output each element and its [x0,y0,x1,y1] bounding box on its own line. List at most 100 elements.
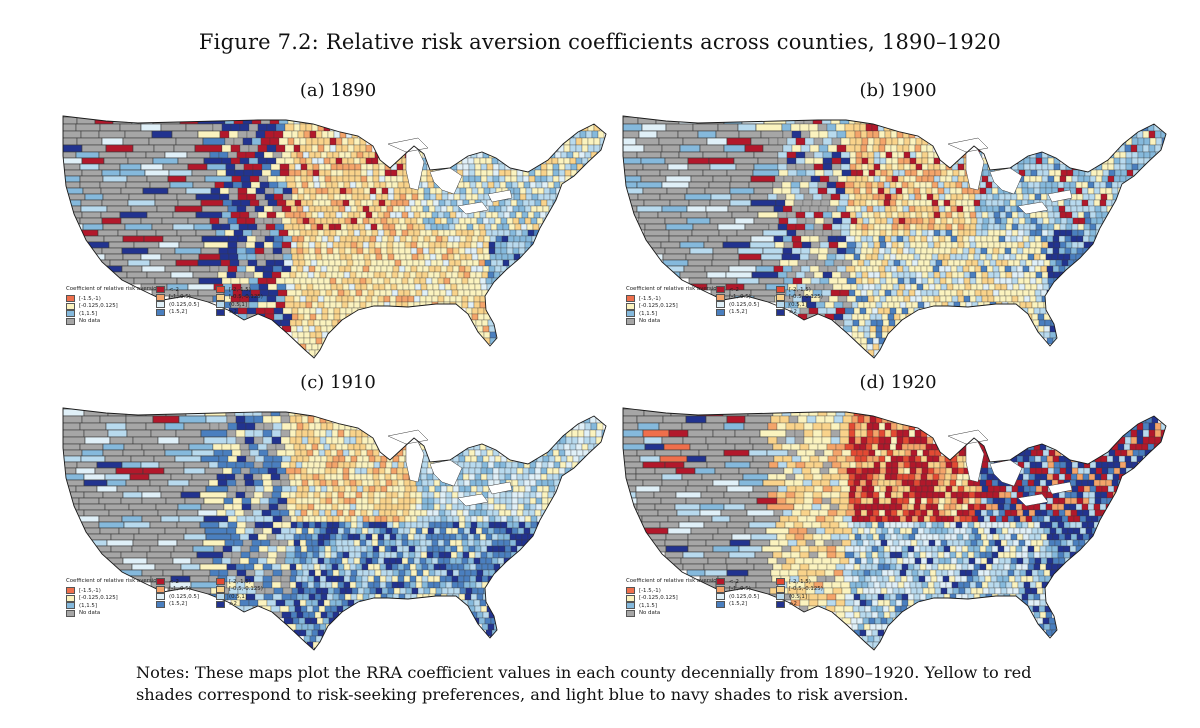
county-cell [879,241,887,249]
county-cell [307,429,315,438]
county-cell [487,503,495,511]
county-cell [827,130,838,139]
county-cell [934,169,942,177]
county-cell [315,313,323,321]
county-cell [286,289,297,297]
county-cell [457,271,465,279]
county-cell [398,265,406,273]
county-cell [343,491,351,499]
county-cell [1034,289,1042,297]
county-cell [1119,163,1127,171]
county-cell [315,193,323,201]
county-cell [360,199,368,207]
county-cell [296,521,304,529]
county-cell [75,467,96,475]
county-cell [428,205,436,213]
county-cell [359,557,367,565]
county-cell [785,193,796,201]
county-cells [623,116,1166,358]
county-cell [297,193,305,201]
county-cell [218,265,229,273]
county-cell [1047,229,1055,237]
county-cell [262,563,273,571]
county-cell [440,241,448,249]
county-cell [448,259,456,267]
county-cell [174,247,202,255]
county-cell [453,253,461,261]
county-cell [664,247,691,255]
county-cell [126,271,148,279]
county-cell [469,461,477,469]
county-cell [221,144,232,153]
county-cell [709,217,736,225]
county-cell [410,521,418,529]
county-cell [405,235,413,243]
county-cell [272,485,283,493]
county-cell [308,325,316,333]
county-cell [344,569,352,577]
county-cell [879,157,887,165]
county-cell [940,169,948,177]
county-cell [1017,277,1025,285]
county-cell [165,408,187,417]
county-cell [516,551,524,559]
county-cell [749,241,776,249]
county-cell [925,181,933,189]
county-cell [1040,265,1048,273]
county-cell [380,521,388,529]
county-cell [558,467,566,475]
county-cell [398,485,406,493]
county-cell [284,301,295,309]
county-cell [1089,229,1097,237]
county-cell [122,557,148,565]
county-cell [637,217,666,225]
county-cell [143,235,164,243]
county-cell [290,217,298,225]
county-cell [938,193,946,201]
county-cell [484,223,492,231]
county-cell [176,193,197,201]
county-cell [397,491,405,499]
county-cell [438,551,446,559]
county-cell [309,193,317,201]
county-cell [523,503,531,511]
county-cell [257,123,268,132]
county-cell [378,545,386,553]
county-cell [873,223,881,231]
county-cell [1123,181,1131,189]
county-cell [845,235,856,243]
county-cell [268,497,279,505]
county-cell [372,199,380,207]
county-cell [230,157,241,165]
county-cell [511,479,519,487]
county-cell [860,247,868,255]
county-cell [368,485,376,493]
county-cell [109,277,135,285]
county-cell [321,193,329,201]
county-cell [334,223,342,231]
county-cell [498,473,506,481]
county-cell [818,130,829,139]
county-cell [283,259,294,267]
county-cell [989,259,997,267]
county-cell [922,217,930,225]
county-cell [973,253,981,261]
county-cell [231,175,242,183]
county-cell [381,193,389,201]
county-cell [952,169,960,177]
county-cell [300,473,308,481]
county-cell [271,527,282,535]
county-cell [281,422,292,431]
county-cell [1003,253,1011,261]
county-cell [504,545,512,553]
county-cell [408,283,416,291]
county-cell [317,144,325,153]
county-cell [956,265,964,273]
county-cell [878,193,886,201]
county-cell [1028,193,1036,201]
county-cell [861,175,869,183]
county-cell [1071,241,1079,249]
county-cell [342,169,350,177]
county-cell [546,473,554,481]
legend-label: (0.5,1] [229,301,247,308]
